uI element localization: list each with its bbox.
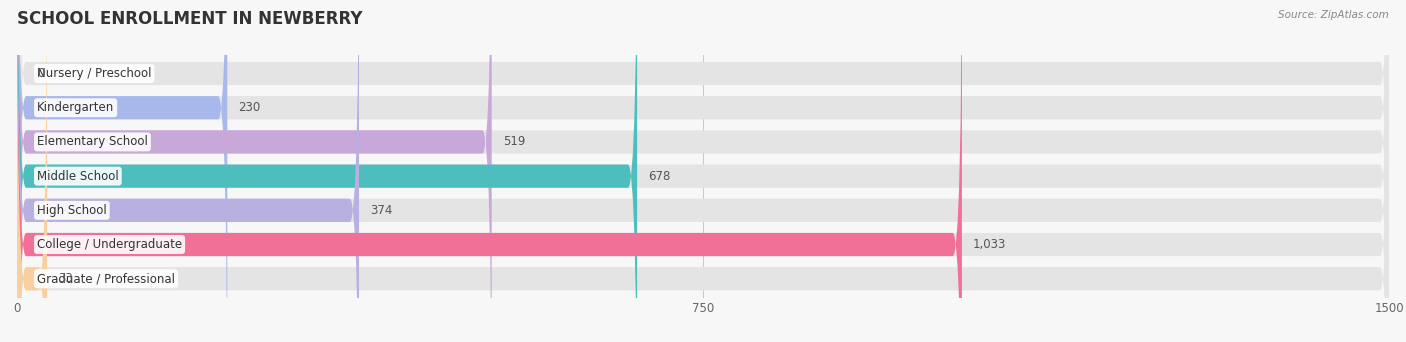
Text: 519: 519 (503, 135, 524, 148)
Text: 230: 230 (238, 101, 260, 114)
Text: Middle School: Middle School (37, 170, 118, 183)
Text: SCHOOL ENROLLMENT IN NEWBERRY: SCHOOL ENROLLMENT IN NEWBERRY (17, 10, 363, 28)
Text: High School: High School (37, 204, 107, 217)
Text: Elementary School: Elementary School (37, 135, 148, 148)
Text: Kindergarten: Kindergarten (37, 101, 114, 114)
Text: 0: 0 (37, 67, 45, 80)
FancyBboxPatch shape (17, 0, 1389, 342)
Text: College / Undergraduate: College / Undergraduate (37, 238, 183, 251)
Text: Graduate / Professional: Graduate / Professional (37, 272, 174, 285)
FancyBboxPatch shape (17, 0, 1389, 342)
FancyBboxPatch shape (17, 0, 228, 342)
Text: 1,033: 1,033 (973, 238, 1007, 251)
Text: 374: 374 (370, 204, 392, 217)
FancyBboxPatch shape (17, 0, 46, 342)
FancyBboxPatch shape (17, 0, 962, 342)
Text: 678: 678 (648, 170, 671, 183)
FancyBboxPatch shape (17, 0, 1389, 342)
Text: Source: ZipAtlas.com: Source: ZipAtlas.com (1278, 10, 1389, 20)
Text: 33: 33 (58, 272, 73, 285)
FancyBboxPatch shape (17, 0, 1389, 342)
Text: Nursery / Preschool: Nursery / Preschool (37, 67, 152, 80)
FancyBboxPatch shape (17, 0, 359, 342)
FancyBboxPatch shape (17, 0, 1389, 342)
FancyBboxPatch shape (17, 0, 1389, 342)
FancyBboxPatch shape (17, 0, 1389, 342)
FancyBboxPatch shape (17, 0, 492, 342)
FancyBboxPatch shape (17, 0, 637, 342)
